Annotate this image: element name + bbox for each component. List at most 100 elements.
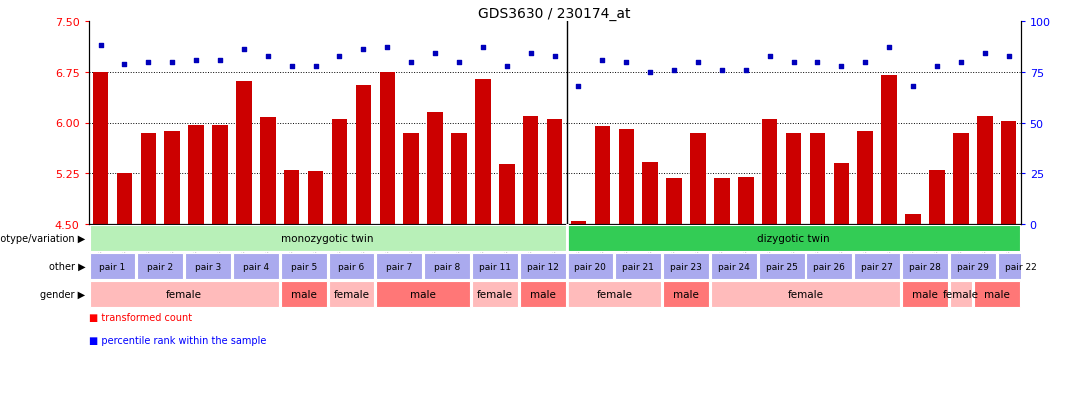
Bar [328,254,375,279]
Bar [567,226,1020,251]
Point [283,63,300,70]
Bar [714,178,730,224]
Text: male: male [913,289,937,299]
Bar [90,226,566,251]
Bar [451,133,467,224]
Point [880,45,897,52]
Bar [475,79,490,224]
Bar [619,130,634,224]
Text: dizygotic twin: dizygotic twin [757,233,829,243]
Text: female: female [787,289,824,299]
Bar [188,126,204,224]
Bar [93,73,108,224]
Bar [977,116,993,224]
Bar [905,214,921,224]
Text: pair 1: pair 1 [99,262,125,271]
Text: male: male [529,289,555,299]
Text: pair 28: pair 28 [909,262,941,271]
Text: ■ transformed count: ■ transformed count [89,312,191,323]
Bar [284,171,299,224]
Bar [519,254,566,279]
Point [665,67,683,74]
Point [738,67,755,74]
Bar [164,131,180,224]
Bar [546,120,563,224]
Bar [902,254,948,279]
Text: female: female [166,289,202,299]
Point [379,45,396,52]
Text: ■ percentile rank within the sample: ■ percentile rank within the sample [89,335,266,345]
Text: pair 7: pair 7 [387,262,413,271]
Bar [233,254,279,279]
Text: pair 27: pair 27 [861,262,893,271]
Bar [974,282,1020,307]
Text: pair 23: pair 23 [670,262,702,271]
Point [785,59,802,66]
Point [929,63,946,70]
Text: female: female [943,289,978,299]
Bar [185,254,231,279]
Bar [90,254,135,279]
Bar [281,282,326,307]
Point [163,59,180,66]
Point [354,47,372,54]
Text: pair 24: pair 24 [718,262,750,271]
Bar [950,254,996,279]
Point [809,59,826,66]
Point [498,63,515,70]
Text: pair 20: pair 20 [575,262,606,271]
Point [116,61,133,68]
Point [713,67,730,74]
Bar [858,132,873,224]
Point [953,59,970,66]
Point [427,51,444,58]
Bar [854,254,900,279]
Bar [355,86,372,224]
Bar [643,162,658,224]
Text: female: female [596,289,632,299]
Bar [519,282,566,307]
Point [307,63,324,70]
Bar [237,81,252,224]
Bar [998,254,1043,279]
Bar [424,254,470,279]
Text: pair 2: pair 2 [147,262,173,271]
Bar [90,282,279,307]
Point [259,53,276,59]
Bar [758,254,805,279]
Bar [499,165,514,224]
Bar [834,164,849,224]
Point [330,53,348,59]
Text: genotype/variation ▶: genotype/variation ▶ [0,233,85,243]
Bar [807,254,852,279]
Point [833,63,850,70]
Point [92,43,109,50]
Point [976,51,994,58]
Text: pair 4: pair 4 [243,262,269,271]
Bar [376,282,470,307]
Text: pair 25: pair 25 [766,262,797,271]
Point [212,57,229,64]
Title: GDS3630 / 230174_at: GDS3630 / 230174_at [478,7,631,21]
Bar [523,116,539,224]
Point [856,59,874,66]
Text: pair 6: pair 6 [338,262,365,271]
Bar [786,133,801,224]
Bar [711,254,757,279]
Bar [690,133,705,224]
Bar [308,172,323,224]
Text: pair 11: pair 11 [478,262,511,271]
Bar [761,120,778,224]
Text: male: male [984,289,1010,299]
Bar [810,133,825,224]
Bar [213,125,228,224]
Bar [616,254,661,279]
Text: gender ▶: gender ▶ [40,289,85,299]
Point [139,59,157,66]
Bar [376,254,422,279]
Bar [929,171,945,224]
Bar [953,133,969,224]
Bar [711,282,900,307]
Text: pair 3: pair 3 [194,262,221,271]
Bar [328,282,375,307]
